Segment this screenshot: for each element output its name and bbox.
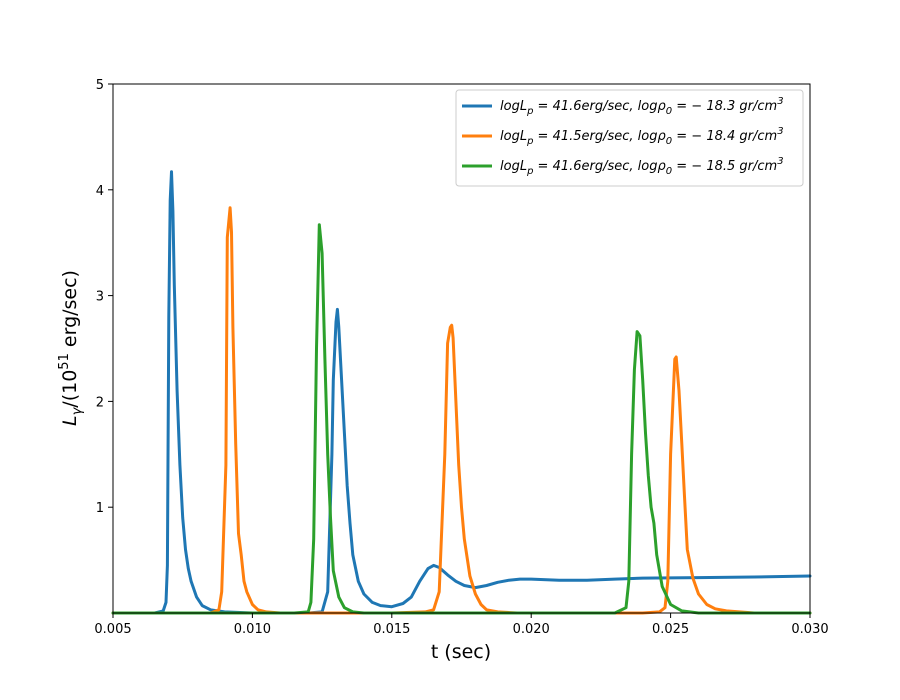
series-line-1 xyxy=(111,170,812,615)
y-axis-title-sub: γ xyxy=(70,406,85,415)
x-tick-label-1: 0.005 xyxy=(94,622,131,637)
x-axis-title: t (sec) xyxy=(431,641,491,663)
legend-label-3: logLp = 41.6erg/sec, logρ0 = − 18.5 gr/c… xyxy=(500,156,784,177)
y-axis-ticks: 1 2 3 4 5 xyxy=(96,78,113,516)
x-tick-label-2: 0.010 xyxy=(234,622,271,637)
y-axis-title-main: L xyxy=(59,415,81,426)
legend: logLp = 41.6erg/sec, logρ0 = − 18.3 gr/c… xyxy=(455,89,804,187)
y-axis-title-sup: 51 xyxy=(57,353,72,370)
y-tick-label-5: 5 xyxy=(96,78,104,93)
y-tick-label-4: 4 xyxy=(96,184,104,199)
x-tick-label-3: 0.015 xyxy=(373,622,410,637)
y-tick-label-2: 2 xyxy=(96,395,104,410)
y-tick-label-3: 3 xyxy=(96,290,104,305)
series-line-2 xyxy=(111,206,812,615)
x-tick-label-4: 0.020 xyxy=(513,622,550,637)
plot-frame xyxy=(112,83,811,614)
x-tick-label-5: 0.025 xyxy=(652,622,689,637)
legend-label-2: logLp = 41.5erg/sec, logρ0 = − 18.4 gr/c… xyxy=(500,126,784,147)
y-axis-title: Lγ/(1051 erg/sec) xyxy=(57,270,85,426)
x-tick-label-6: 0.030 xyxy=(791,622,828,637)
legend-label-1: logLp = 41.6erg/sec, logρ0 = − 18.3 gr/c… xyxy=(500,96,784,117)
y-axis-title-end: erg/sec) xyxy=(59,270,81,353)
y-axis-title-mid: /(10 xyxy=(59,370,81,408)
y-tick-label-1: 1 xyxy=(96,501,104,516)
legend-box xyxy=(455,89,804,187)
x-axis-ticks: 0.005 0.010 0.015 0.020 0.025 0.030 xyxy=(94,613,829,637)
